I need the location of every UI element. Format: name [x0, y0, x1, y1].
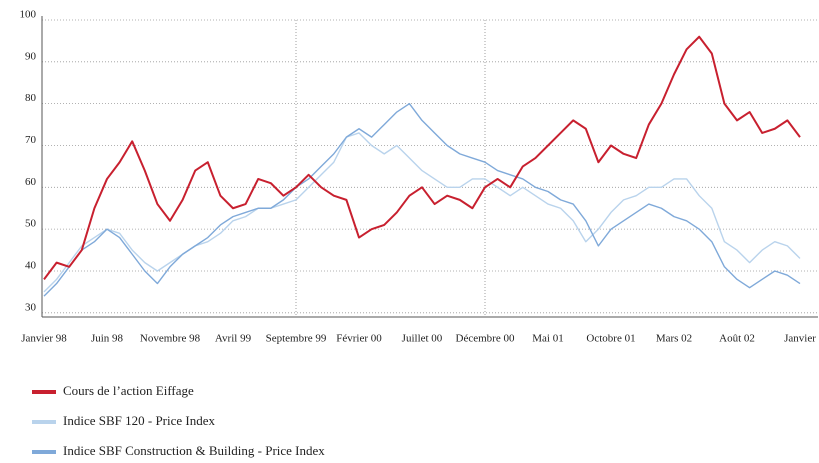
x-tick-label: Janvier: [784, 333, 816, 345]
legend-label: Indice SBF Construction & Building - Pri…: [63, 443, 325, 458]
x-tick-label: Septembre 99: [266, 333, 327, 345]
y-tick-label: 90: [25, 50, 37, 62]
x-tick-label: Mars 02: [656, 333, 692, 345]
x-tick-label: Décembre 00: [456, 333, 515, 345]
y-tick-label: 70: [25, 134, 37, 146]
y-tick-label: 50: [25, 218, 37, 230]
x-tick-label: Novembre 98: [140, 333, 201, 345]
x-tick-label: Avril 99: [215, 333, 252, 345]
y-tick-label: 100: [20, 9, 37, 21]
x-tick-label: Janvier 98: [21, 333, 67, 345]
x-tick-label: Octobre 01: [586, 333, 635, 345]
x-tick-label: Février 00: [336, 333, 382, 345]
x-tick-label: Juillet 00: [402, 333, 443, 345]
y-tick-label: 40: [25, 260, 37, 272]
y-tick-label: 80: [25, 92, 37, 104]
legend-label: Indice SBF 120 - Price Index: [63, 413, 216, 428]
series-line: [43, 132, 801, 293]
series-line: [43, 102, 801, 297]
legend-label: Cours de l’action Eiffage: [63, 383, 194, 398]
x-tick-label: Août 02: [719, 333, 755, 345]
y-tick-label: 60: [25, 176, 37, 188]
y-tick-label: 30: [25, 301, 37, 313]
x-tick-label: Mai 01: [532, 333, 563, 345]
series-line: [43, 35, 801, 280]
x-tick-label: Juin 98: [91, 333, 124, 345]
